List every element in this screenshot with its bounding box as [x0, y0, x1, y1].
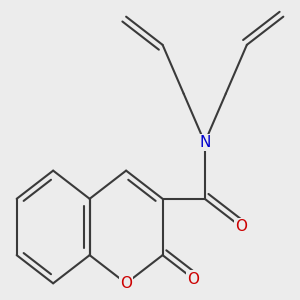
Text: O: O — [235, 220, 247, 235]
Text: O: O — [188, 272, 200, 286]
Text: N: N — [199, 135, 210, 150]
Text: O: O — [120, 276, 132, 291]
